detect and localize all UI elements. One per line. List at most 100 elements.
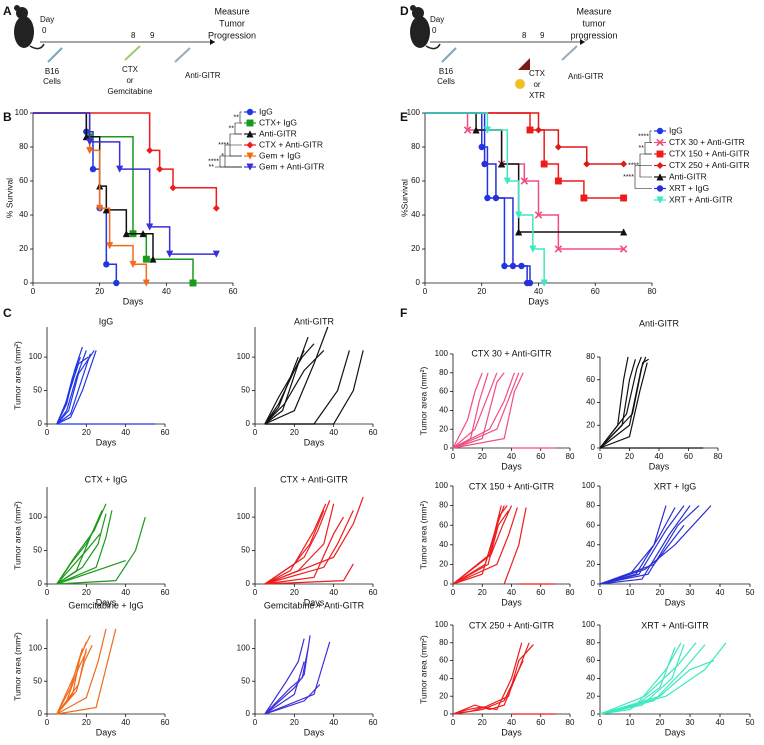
x-axis-label: Days — [665, 597, 686, 607]
x-tick-label: 80 — [566, 588, 575, 597]
marker — [656, 185, 664, 192]
chart-title: CTX 250 + Anti-GITR — [469, 620, 555, 630]
y-axis-label: % Survival — [4, 178, 14, 218]
tumor-curve — [264, 638, 305, 715]
x-tick-label: 60 — [591, 287, 600, 296]
x-tick-label: 20 — [625, 452, 634, 461]
x-tick-label: 40 — [329, 428, 338, 437]
tumor-curve — [56, 350, 97, 425]
marker — [554, 143, 562, 151]
tumor-curve — [264, 496, 364, 585]
cells-text: B16 — [439, 67, 454, 76]
marker — [102, 206, 110, 214]
x-axis-label: Days — [96, 727, 117, 737]
tumor-curve — [599, 507, 676, 585]
marker — [142, 279, 150, 287]
tumor-curve — [264, 350, 350, 425]
marker — [520, 177, 529, 185]
y-tick-label: 50 — [241, 676, 250, 685]
marker — [146, 146, 154, 154]
tumor-curve — [56, 350, 95, 425]
x-tick-label: 20 — [290, 428, 299, 437]
x-tick-label: 20 — [477, 287, 486, 296]
tumor-curve — [56, 648, 83, 715]
y-tick-label: 20 — [19, 244, 28, 253]
y-tick-label: 20 — [439, 560, 448, 569]
antibody-text: Anti-GITR — [185, 71, 221, 80]
x-tick-label: 40 — [121, 718, 130, 727]
survival-curve — [425, 112, 624, 233]
antibody-text: Anti-GITR — [568, 72, 604, 81]
tumor-curve — [56, 628, 117, 715]
x-tick-label: 60 — [161, 718, 170, 727]
y-tick-label: 40 — [586, 540, 595, 549]
y-tick-label: 100 — [237, 644, 251, 653]
x-tick-label: 10 — [626, 588, 635, 597]
tumor-curve — [599, 644, 706, 715]
endpoint-text: Measure — [214, 6, 249, 16]
y-tick-label: 60 — [439, 656, 448, 665]
tumor-curve — [56, 503, 107, 585]
x-axis-label: Days — [304, 437, 325, 447]
panel-label: E — [400, 110, 408, 124]
marker — [656, 161, 664, 170]
x-tick-label: 20 — [290, 718, 299, 727]
timepoint: 0 — [432, 26, 437, 35]
y-tick-label: 40 — [19, 210, 28, 219]
chart-title: XRT + Anti-GITR — [641, 620, 709, 630]
x-tick-label: 0 — [598, 588, 603, 597]
tumor-curve — [264, 684, 321, 715]
y-tick-label: 100 — [29, 352, 43, 361]
x-tick-label: 10 — [626, 718, 635, 727]
panel-label: B — [3, 110, 12, 124]
survival-curve — [425, 112, 624, 199]
x-tick-label: 0 — [598, 718, 603, 727]
y-tick-label: 20 — [586, 560, 595, 569]
treatment-text: CTX — [122, 65, 139, 74]
tumor-curve — [264, 343, 315, 425]
marker — [478, 143, 485, 151]
significance-bracket — [644, 142, 652, 155]
timepoint: 8 — [522, 31, 527, 40]
marker — [529, 245, 537, 253]
y-tick-label: 100 — [435, 481, 449, 490]
marker — [509, 262, 517, 270]
y-tick-label: 100 — [435, 349, 449, 358]
endpoint-text: Measure — [576, 6, 611, 16]
legend-label: Anti-GITR — [259, 128, 297, 138]
tumor-curve — [264, 349, 325, 425]
x-axis-label: Days — [501, 727, 522, 737]
tumor-curve — [503, 507, 527, 585]
marker — [142, 255, 150, 263]
marker — [540, 279, 548, 287]
tumor-curve — [264, 503, 327, 585]
y-tick-label: 0 — [38, 709, 43, 718]
legend-label: IgG — [669, 125, 683, 135]
marker — [149, 255, 157, 263]
x-tick-label: 80 — [566, 452, 575, 461]
y-tick-label: 40 — [439, 406, 448, 415]
survival-curve — [425, 112, 528, 283]
legend-label: IgG — [259, 106, 273, 116]
y-tick-label: 100 — [237, 352, 251, 361]
y-tick-label: 0 — [591, 709, 596, 718]
x-tick-label: 60 — [369, 588, 378, 597]
marker — [656, 138, 664, 147]
y-tick-label: 80 — [411, 142, 420, 151]
tumor-curve — [599, 505, 685, 585]
x-tick-label: 80 — [566, 718, 575, 727]
legend-label: CTX+ IgG — [259, 117, 297, 127]
marker — [620, 194, 628, 202]
x-tick-label: 60 — [536, 718, 545, 727]
x-tick-label: 0 — [253, 588, 258, 597]
x-tick-label: 40 — [329, 718, 338, 727]
tumor-curve — [56, 648, 87, 715]
x-tick-label: 20 — [82, 428, 91, 437]
significance-bracket — [634, 165, 652, 189]
x-tick-label: 0 — [31, 287, 36, 296]
x-axis-label: Days — [304, 597, 325, 607]
y-tick-label: 0 — [38, 579, 43, 588]
significance-bracket — [239, 111, 242, 124]
tumor-curve — [452, 660, 524, 715]
legend-label: CTX 150 + Anti-GITR — [669, 148, 750, 158]
